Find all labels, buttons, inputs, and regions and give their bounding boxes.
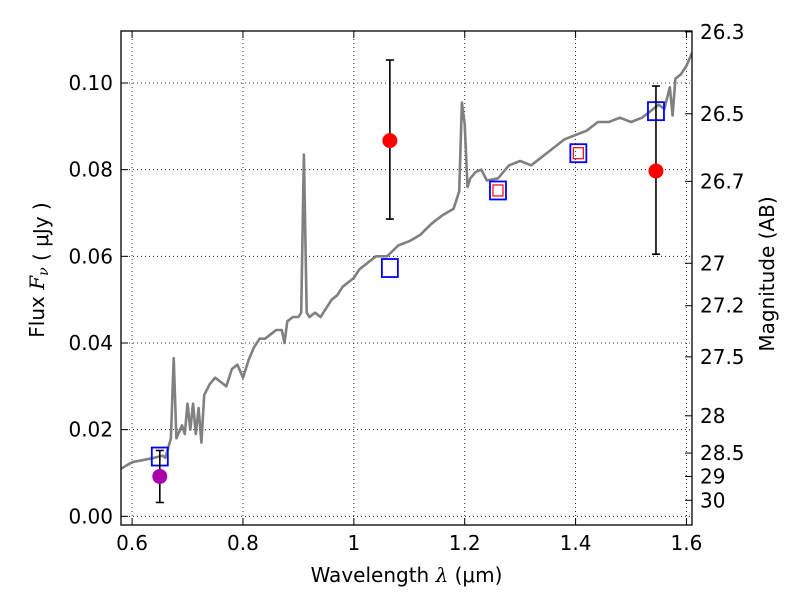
model-band-square	[380, 258, 399, 278]
x-tick-label: 1	[347, 531, 360, 555]
plot-area	[121, 52, 692, 504]
x-tick-label: 0.6	[116, 531, 148, 555]
magnitude-tick-label: 27	[700, 251, 725, 275]
plot-frame	[120, 30, 693, 526]
magnitude-tick-label: 26.5	[700, 102, 745, 126]
x-tick-label: 0.8	[227, 531, 259, 555]
y-tick-label: 0.10	[68, 71, 113, 95]
x-axis-label-symbol: λ	[435, 563, 449, 587]
model-band-square	[569, 143, 588, 164]
observed-point-group	[382, 59, 398, 220]
magnitude-tick-label: 30	[700, 488, 725, 512]
x-axis-label-unit: (μm)	[448, 563, 502, 587]
magnitude-tick-label: 29	[700, 464, 725, 488]
magnitude-tick-label: 26.7	[700, 169, 745, 193]
y-tick-label: 0.00	[68, 504, 113, 528]
small-red-square	[492, 184, 504, 197]
y-axis-label: Flux Fν ( μJy )	[25, 202, 53, 337]
observed-flux-point	[152, 468, 168, 484]
magnitude-tick-label: 27.2	[700, 294, 745, 318]
x-axis-label-prefix: Wavelength	[311, 563, 436, 587]
observed-point-group	[648, 85, 664, 255]
y-tick-label: 0.08	[68, 158, 113, 182]
y-tick-label: 0.06	[68, 244, 113, 268]
y-axis-label-unit: ( μJy )	[29, 202, 53, 267]
observed-flux-point	[382, 133, 398, 149]
observed-flux-point	[648, 163, 664, 179]
y-tick-label: 0.02	[68, 418, 113, 442]
spectrum-line	[121, 52, 692, 470]
magnitude-tick-label: 28.5	[700, 441, 745, 465]
y2-axis-label: Magnitude (AB)	[755, 196, 779, 351]
magnitude-tick-label: 28	[700, 404, 725, 428]
small-red-square	[572, 147, 584, 160]
x-tick-label: 1.2	[449, 531, 481, 555]
y-tick-label: 0.04	[68, 331, 113, 355]
magnitude-tick-label: 26.3	[700, 20, 745, 44]
axis-ticks: 0.6 0.8 1 1.2 1.4 1.6 0.00 0.02 0.04 0.06 0.08 0.10…	[68, 20, 744, 555]
y-axis-label-symbol: F	[25, 275, 49, 291]
x-axis-label: Wavelength λ (μm)	[311, 563, 503, 587]
magnitude-tick-label: 27.5	[700, 345, 745, 369]
observed-point-group	[152, 449, 168, 504]
grid-lines	[121, 31, 692, 525]
y-axis-label-subscript: ν	[36, 267, 52, 276]
x-tick-label: 1.4	[560, 531, 592, 555]
y-axis-label-prefix: Flux	[25, 290, 49, 338]
x-tick-label: 1.6	[671, 531, 703, 555]
model-band-square	[489, 180, 507, 201]
